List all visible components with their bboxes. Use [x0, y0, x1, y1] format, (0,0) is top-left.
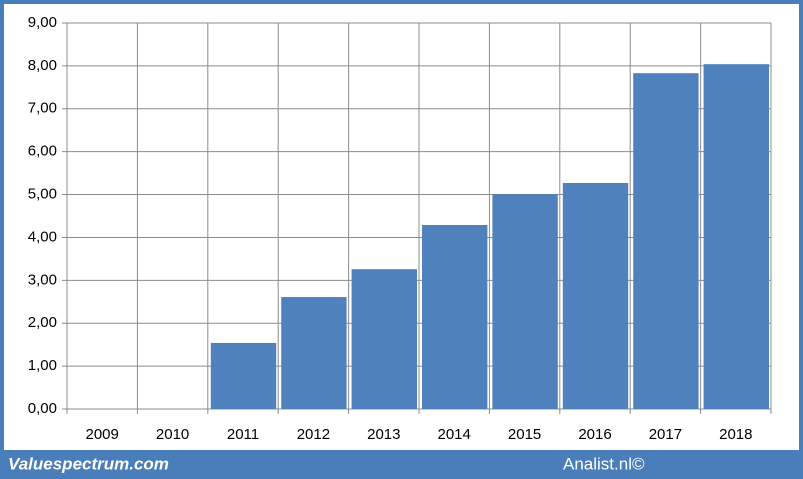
x-tick-label: 2016 — [578, 426, 611, 443]
footer-left: Valuespectrum.com — [8, 454, 169, 473]
bar — [492, 194, 558, 409]
y-tick-label: 4,00 — [28, 228, 57, 245]
y-tick-label: 9,00 — [28, 14, 57, 31]
x-tick-label: 2009 — [86, 426, 119, 443]
x-tick-label: 2018 — [719, 426, 752, 443]
y-tick-label: 8,00 — [28, 57, 57, 74]
y-tick-label: 1,00 — [28, 357, 57, 374]
bar — [633, 73, 699, 410]
x-tick-label: 2014 — [438, 426, 471, 443]
bar — [703, 64, 769, 409]
x-tick-label: 2013 — [367, 426, 400, 443]
bar — [562, 182, 629, 409]
x-tick-label: 2011 — [227, 426, 259, 443]
y-tick-label: 2,00 — [28, 314, 57, 331]
bar — [422, 225, 488, 409]
y-tick-label: 7,00 — [28, 100, 57, 117]
y-tick-label: 3,00 — [28, 271, 57, 288]
x-tick-label: 2010 — [156, 426, 189, 443]
x-tick-label: 2012 — [297, 426, 330, 443]
bar — [281, 297, 347, 409]
y-tick-label: 6,00 — [28, 143, 57, 160]
y-tick-label: 0,00 — [28, 400, 57, 417]
y-tick-label: 5,00 — [28, 186, 57, 203]
bar — [210, 342, 277, 409]
bar — [351, 269, 417, 409]
x-tick-label: 2015 — [508, 426, 541, 443]
footer-right: Analist.nl© — [563, 454, 645, 473]
x-tick-label: 2017 — [649, 426, 682, 443]
